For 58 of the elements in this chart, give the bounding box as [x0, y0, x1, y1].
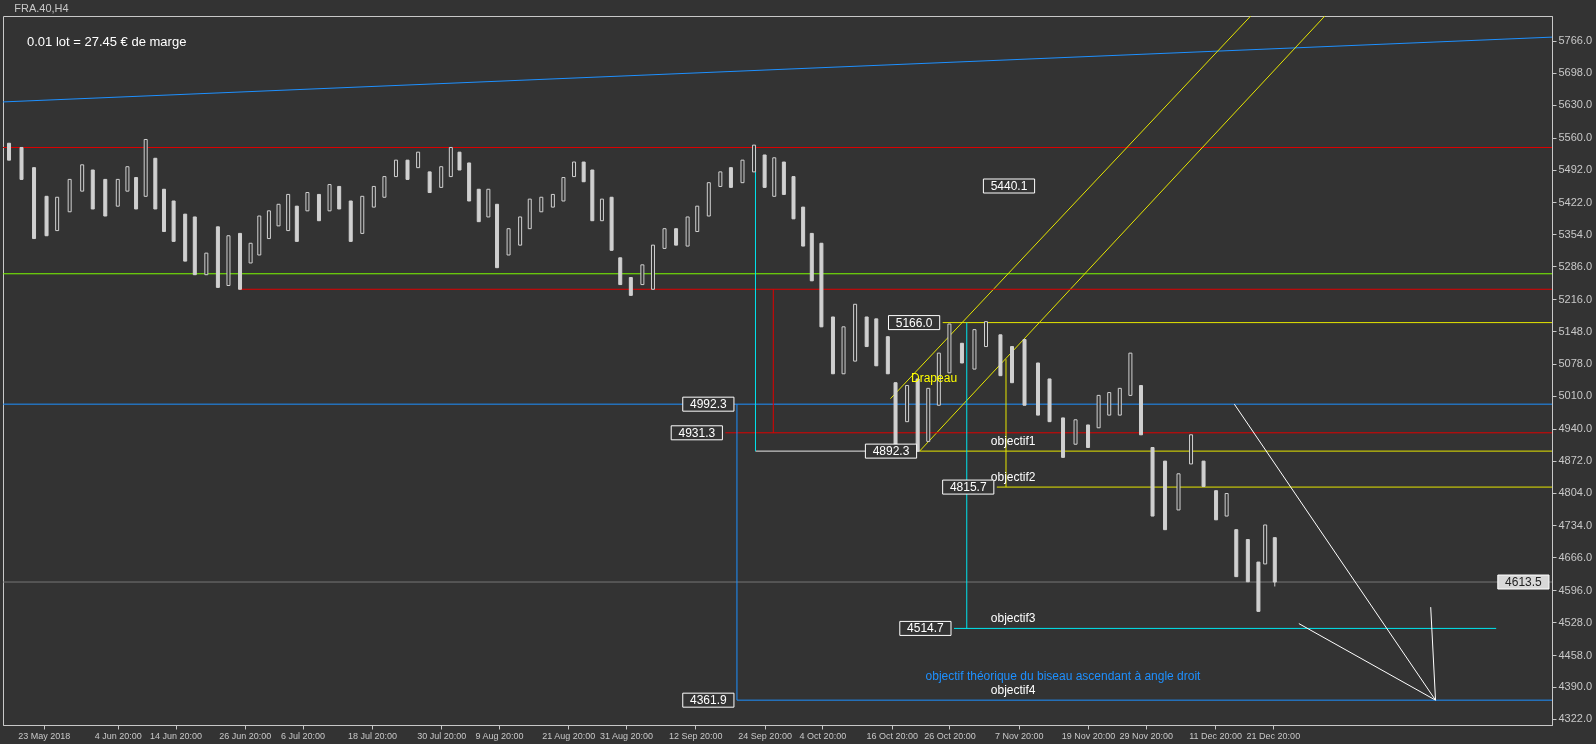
y-tick-label: 4734.0	[1558, 518, 1593, 531]
annotation: 0.01 lot = 27.45 € de marge	[27, 34, 187, 49]
x-tick-label: 21 Dec 20:00	[1246, 730, 1301, 741]
annotation: 4931.3	[678, 425, 716, 440]
x-tick-label: 19 Nov 20:00	[1061, 730, 1116, 741]
y-tick-label: 5560.0	[1558, 131, 1593, 144]
y-tick-label: 4804.0	[1558, 486, 1593, 499]
annotation: 4613.5	[1505, 575, 1543, 590]
x-tick-label: 16 Oct 20:00	[866, 730, 918, 741]
x-tick-label: 9 Aug 20:00	[475, 730, 524, 741]
annotation: 4361.9	[690, 693, 728, 708]
annotation: objectif3	[990, 611, 1036, 626]
y-tick-label: 4872.0	[1558, 454, 1593, 467]
annotation: 4892.3	[872, 444, 910, 459]
x-tick-label: 11 Dec 20:00	[1189, 730, 1243, 741]
y-tick-label: 4940.0	[1558, 422, 1593, 435]
annotation: objectif2	[990, 470, 1036, 485]
y-tick-label: 4458.0	[1558, 648, 1593, 661]
x-tick-label: 29 Nov 20:00	[1119, 730, 1174, 741]
x-tick-label: 24 Sep 20:00	[738, 730, 792, 741]
y-tick-label: 4528.0	[1558, 615, 1593, 628]
y-tick-label: 5010.0	[1558, 389, 1593, 402]
x-tick-label: 30 Jul 20:00	[417, 730, 467, 741]
y-tick-label: 5148.0	[1558, 324, 1593, 337]
annotation: 5440.1	[990, 179, 1028, 193]
annotation: objectif1	[990, 434, 1036, 449]
y-tick-label: 5630.0	[1558, 98, 1593, 111]
x-tick-label: 18 Jul 20:00	[347, 730, 397, 741]
x-tick-label: 12 Sep 20:00	[669, 730, 723, 741]
chart-title: FRA.40,H4	[14, 1, 69, 14]
annotation: 5166.0	[895, 315, 933, 330]
y-tick-label: 5286.0	[1558, 259, 1593, 272]
y-tick-label: 5078.0	[1558, 357, 1593, 370]
x-tick-label: 26 Oct 20:00	[924, 730, 976, 741]
y-tick-label: 4666.0	[1558, 550, 1593, 563]
x-tick-label: 7 Nov 20:00	[994, 730, 1044, 741]
y-tick-label: 4390.0	[1558, 680, 1593, 693]
x-tick-label: 6 Jul 20:00	[281, 730, 326, 741]
y-tick-label: 5698.0	[1558, 66, 1593, 79]
y-tick-label: 5422.0	[1558, 195, 1593, 208]
x-tick-label: 4 Oct 20:00	[799, 730, 847, 741]
x-tick-label: 14 Jun 20:00	[150, 730, 203, 741]
y-tick-label: 4596.0	[1558, 583, 1593, 596]
x-tick-label: 31 Aug 20:00	[599, 730, 654, 741]
annotation: objectif théorique du biseau ascendant à angle droit	[925, 669, 1202, 683]
x-tick-label: 4 Jun 20:00	[94, 730, 142, 741]
y-tick-label: 4322.0	[1558, 712, 1593, 725]
annotation: 4514.7	[907, 621, 945, 636]
x-tick-label: 23 May 2018	[18, 730, 71, 741]
y-tick-label: 5216.0	[1558, 292, 1593, 305]
annotation: 4992.3	[690, 397, 728, 412]
x-tick-label: 26 Jun 20:00	[219, 730, 272, 741]
annotation: objectif4	[990, 683, 1036, 698]
y-tick-label: 5492.0	[1558, 163, 1593, 176]
annotation: 4815.7	[949, 480, 987, 495]
y-tick-label: 5354.0	[1558, 227, 1593, 240]
x-tick-label: 21 Aug 20:00	[542, 730, 596, 741]
y-tick-label: 5766.0	[1558, 34, 1593, 47]
